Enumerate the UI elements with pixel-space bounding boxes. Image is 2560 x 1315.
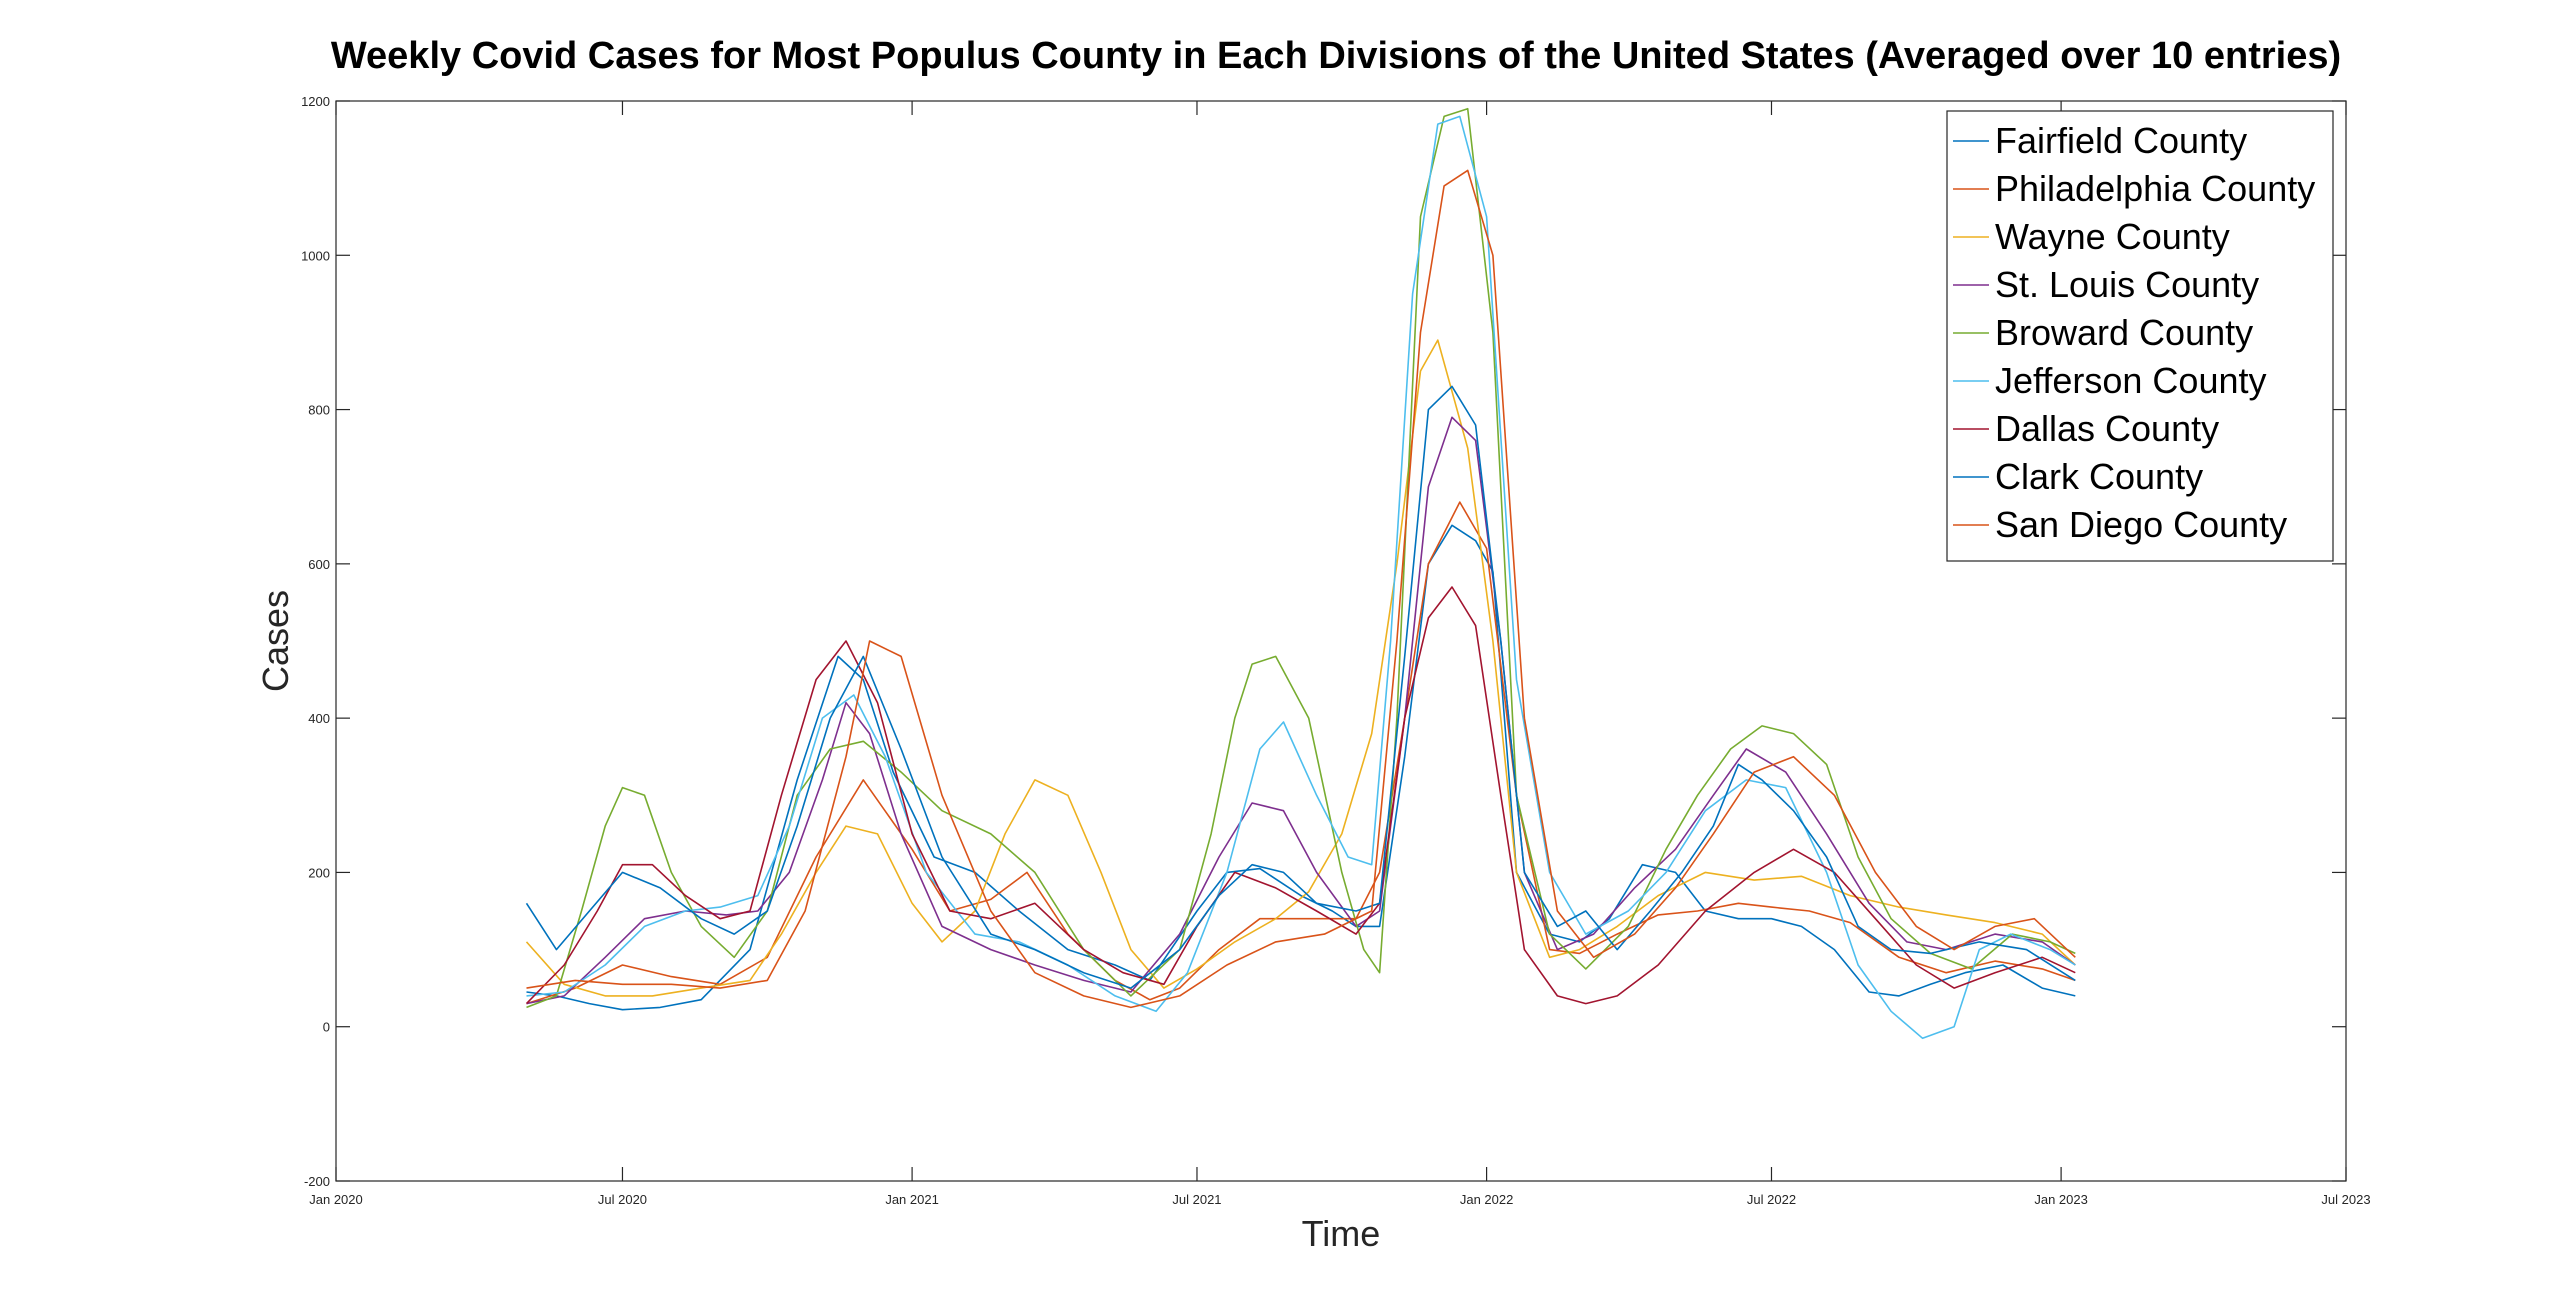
legend-box: [1946, 110, 2334, 562]
series-line-broward-county: [526, 107, 2076, 1009]
legend-entry-label: Wayne County: [1995, 216, 2230, 257]
x-tick-label: Jan 2023: [2034, 1192, 2088, 1207]
x-axis-label: Time: [1302, 1213, 1381, 1254]
y-tick-label: 200: [308, 865, 330, 880]
x-tick-label: Jan 2021: [885, 1192, 939, 1207]
legend-entry-label: Clark County: [1995, 456, 2203, 497]
legend-entry-label: St. Louis County: [1995, 264, 2259, 305]
x-tick-label: Jul 2022: [1747, 1192, 1796, 1207]
y-tick-label: 1200: [301, 94, 330, 109]
legend-entry-label: Jefferson County: [1995, 360, 2267, 401]
y-tick-label: 400: [308, 711, 330, 726]
x-tick-label: Jul 2021: [1172, 1192, 1221, 1207]
chart-title: Weekly Covid Cases for Most Populus Coun…: [331, 35, 2341, 77]
legend-entry-label: San Diego County: [1995, 504, 2287, 545]
x-tick-label: Jan 2022: [1460, 1192, 1514, 1207]
series-line-clark-county: [525, 385, 2076, 989]
legend-entry-label: Fairfield County: [1995, 120, 2247, 161]
series-line-fairfield-county: [526, 524, 2076, 1011]
x-tick-label: Jan 2020: [309, 1192, 363, 1207]
x-tick-label: Jul 2020: [598, 1192, 647, 1207]
series-line-san-diego-county: [526, 169, 2076, 1009]
y-tick-label: -200: [304, 1174, 330, 1189]
legend-entry-label: Philadelphia County: [1995, 168, 2315, 209]
legend-entry-label: Dallas County: [1995, 408, 2219, 449]
y-tick-label: 600: [308, 557, 330, 572]
y-tick-label: 800: [308, 403, 330, 418]
y-axis-label: Cases: [255, 590, 296, 692]
axis-ticks: Jan 2020 Jul 2020 Jan 2021 Jul 2021 Jan 2022…: [301, 94, 2371, 1207]
x-tick-label: Jul 2023: [2321, 1192, 2370, 1207]
plot-frame: [335, 100, 2347, 1182]
series-line-jefferson-county: [526, 115, 2076, 1040]
legend-entry-label: Broward County: [1995, 312, 2253, 353]
y-tick-label: 1000: [301, 248, 330, 263]
series-line-philadelphia-county: [526, 501, 2076, 1005]
series-lines: [525, 107, 2076, 1040]
series-line-st-louis-county: [526, 416, 2076, 1005]
y-tick-label: 0: [323, 1020, 330, 1035]
legend: Fairfield County Philadelphia County Wayne…: [1946, 110, 2334, 562]
series-line-dallas-county: [525, 586, 2076, 1005]
